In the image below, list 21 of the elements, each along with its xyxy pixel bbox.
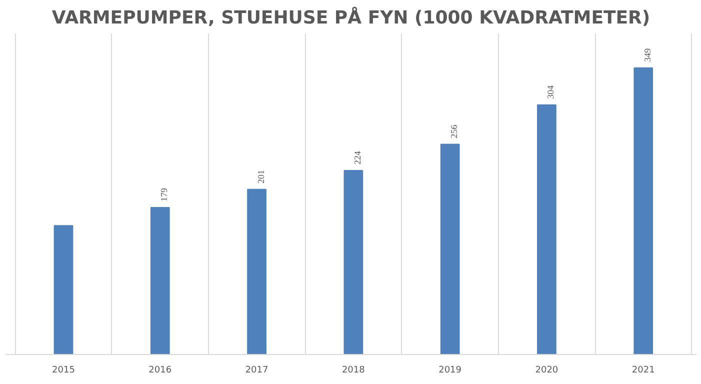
data-label: 224 <box>352 150 362 165</box>
x-tick-label: 2016 <box>148 366 172 376</box>
data-label: 201 <box>256 170 266 184</box>
bar <box>634 67 654 354</box>
data-label: 256 <box>449 124 460 138</box>
bar <box>150 207 170 354</box>
x-tick-label: 2021 <box>632 366 655 376</box>
bar <box>537 104 556 354</box>
chart-title: VARMEPUMPER, STUEHUSE PÅ FYN (1000 KVADRATMETER) <box>52 6 650 28</box>
bar <box>247 188 266 354</box>
data-label: 179 <box>159 188 170 202</box>
x-tick-label: 2018 <box>342 366 366 376</box>
x-tick-label: 2020 <box>535 366 558 376</box>
bar <box>54 225 74 354</box>
data-label: 349 <box>642 48 652 62</box>
bar <box>440 144 460 354</box>
x-tick-label: 2015 <box>52 366 75 376</box>
bar <box>344 170 364 354</box>
data-label: 304 <box>546 84 556 99</box>
x-tick-label: 2017 <box>245 366 268 376</box>
x-tick-label: 2019 <box>438 366 462 376</box>
